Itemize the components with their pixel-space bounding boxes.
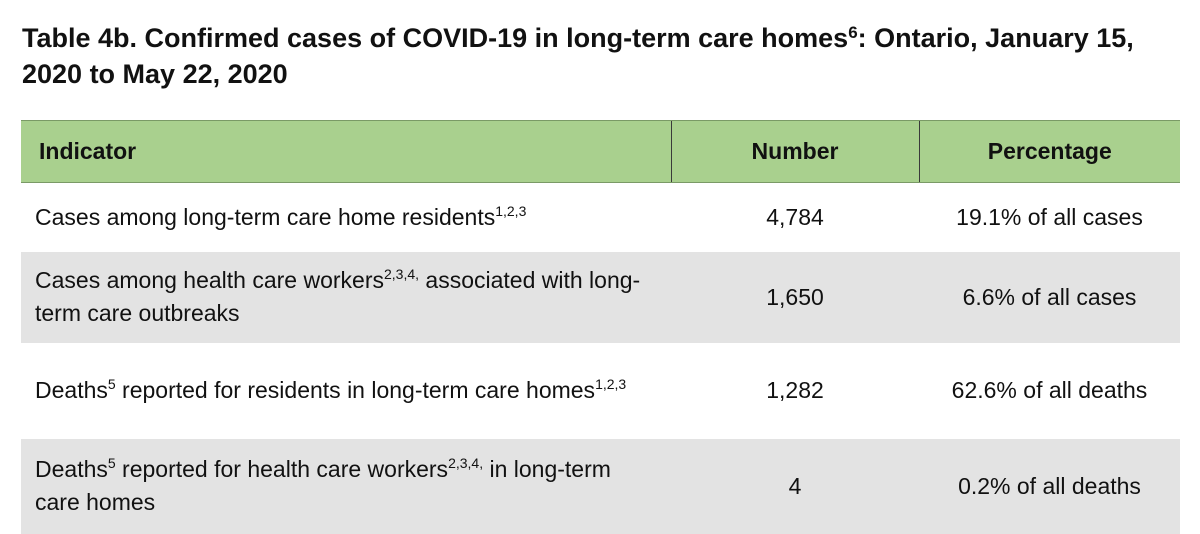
header-number: Number <box>670 120 919 183</box>
percentage-cell: 6.6% of all cases <box>919 251 1180 343</box>
footnote-ref: 1,2,3 <box>595 376 627 392</box>
indicator-cell: Cases among long-term care home resident… <box>21 182 671 252</box>
indicator-text: reported for residents in long-term care… <box>115 377 596 403</box>
indicator-text: associated with long-term care outbreaks <box>35 267 641 326</box>
percentage-cell: 0.2% of all deaths <box>919 438 1180 534</box>
indicator-text: Deaths <box>35 456 108 482</box>
percentage-cell: 62.6% of all deaths <box>919 342 1180 439</box>
percentage-cell: 19.1% of all cases <box>919 182 1180 252</box>
footnote-ref: 2,3,4, <box>384 266 420 282</box>
table-title-text: Table 4b. Confirmed cases of COVID-19 in… <box>22 23 849 53</box>
table-title: Table 4b. Confirmed cases of COVID-19 in… <box>22 20 1182 92</box>
number-cell: 4,784 <box>671 182 919 252</box>
number-cell: 1,650 <box>671 251 919 343</box>
number-cell: 1,282 <box>671 342 919 439</box>
footnote-ref: 5 <box>107 455 116 471</box>
indicator-cell: Cases among health care workers2,3,4, as… <box>21 251 671 343</box>
header-indicator: Indicator <box>21 120 671 183</box>
indicator-cell: Deaths5 reported for health care workers… <box>21 438 671 534</box>
table-title-footnote: 6 <box>848 23 858 42</box>
indicator-text: reported for health care workers <box>115 456 449 482</box>
indicator-text: in long-term care homes <box>35 456 611 515</box>
table-row: Deaths5 reported for health care workers… <box>21 438 1180 534</box>
covid-ltc-table: Indicator Number Percentage Cases among … <box>21 120 1180 534</box>
footnote-ref: 5 <box>107 376 116 392</box>
indicator-text: Deaths <box>35 377 108 403</box>
footnote-ref: 2,3,4, <box>448 455 484 471</box>
table-row: Deaths5 reported for residents in long-t… <box>21 342 1180 439</box>
table-title-text-continued: : Ontario, January 15, 2020 to May 22, 2… <box>22 23 1134 89</box>
header-percentage: Percentage <box>918 120 1180 183</box>
indicator-cell: Deaths5 reported for residents in long-t… <box>21 342 671 439</box>
header-row: Indicator Number Percentage <box>21 120 1180 183</box>
footnote-ref: 1,2,3 <box>495 202 527 219</box>
indicator-text: Cases among long-term care home resident… <box>35 203 496 230</box>
number-cell: 4 <box>671 438 919 534</box>
table-row: Cases among health care workers2,3,4, as… <box>21 251 1180 343</box>
indicator-text: Cases among health care workers <box>35 267 384 293</box>
table-row: Cases among long-term care home resident… <box>21 182 1180 252</box>
